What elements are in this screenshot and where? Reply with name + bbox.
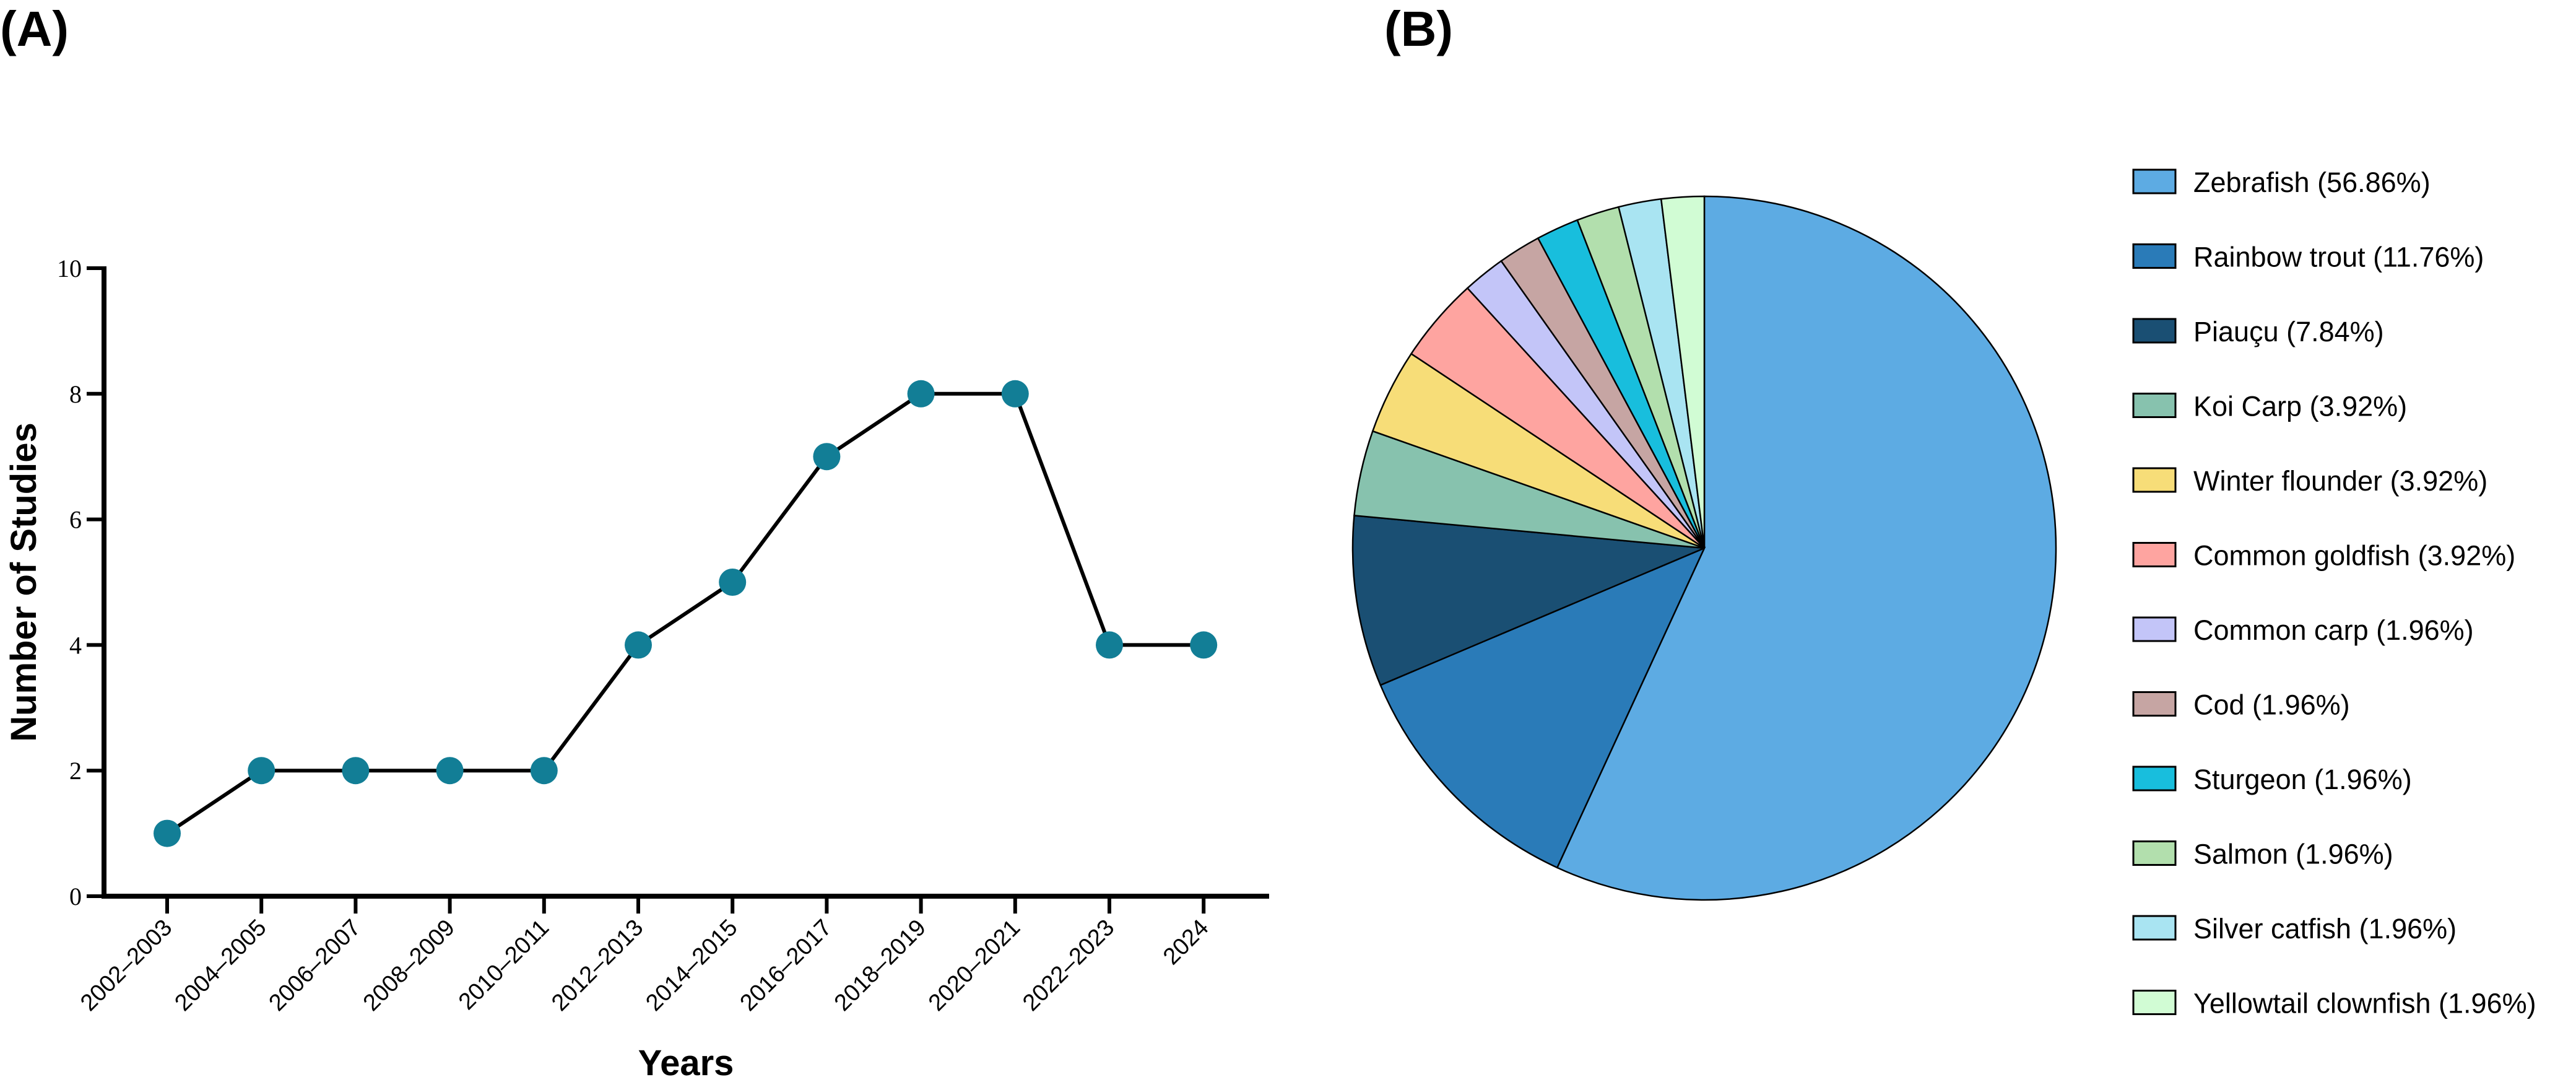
x-tick-label: 2008–2009	[358, 915, 460, 1016]
legend-swatch	[2132, 542, 2177, 567]
legend-label: Piauçu (7.84%)	[2193, 316, 2384, 347]
y-tick-label: 2	[69, 757, 82, 785]
x-tick-label: 2010–2011	[454, 915, 554, 1015]
pie-chart: Zebrafish (56.86%) Rainbow trout (11.76%)…	[1351, 167, 2536, 1019]
data-point	[719, 569, 747, 596]
x-tick-label: 2006–2007	[264, 915, 366, 1016]
x-tick-label: 2016–2017	[735, 915, 837, 1016]
series-line	[166, 391, 1204, 835]
panel-a-label: (A)	[0, 1, 69, 56]
legend-swatch	[2132, 318, 2177, 344]
panel-b-label: (B)	[1384, 1, 1453, 56]
legend-swatch	[2132, 168, 2177, 194]
x-axis-ticks: 2002–20032004–20052006–20072008–20092010…	[76, 896, 1214, 1016]
pie-slices	[1351, 195, 2057, 901]
y-axis-ticks: 0 2 4 6 8 10	[57, 255, 104, 910]
y-tick-label: 0	[69, 883, 82, 910]
data-point	[813, 443, 841, 471]
data-point	[154, 819, 181, 847]
legend-label: Zebrafish (56.86%)	[2193, 167, 2431, 198]
data-point	[1001, 380, 1029, 408]
data-point	[436, 757, 464, 785]
pie-slice	[1660, 195, 1706, 549]
x-tick-label: 2012–2013	[547, 915, 648, 1016]
data-points	[154, 380, 1218, 847]
x-tick-label: 2020–2021	[924, 915, 1025, 1016]
x-tick-label: 2024	[1158, 915, 1213, 970]
data-point	[1096, 631, 1123, 659]
line-chart: 0 2 4 6 8 10 2002–20032004–20052006–20072008–…	[4, 255, 1269, 1082]
legend-swatch	[2132, 616, 2177, 642]
y-axis-title: Number of Studies	[4, 422, 44, 742]
x-tick-label: 2004–2005	[170, 915, 271, 1016]
y-tick-label: 8	[69, 380, 82, 408]
legend-swatch	[2132, 840, 2177, 866]
legend-swatch	[2132, 915, 2177, 941]
legend-swatch	[2132, 467, 2177, 493]
y-tick-label: 10	[57, 255, 82, 282]
pie-slice	[1351, 515, 1705, 686]
y-tick-label: 4	[69, 631, 82, 659]
x-tick-label: 2022–2023	[1018, 915, 1119, 1016]
y-tick-label: 6	[69, 506, 82, 534]
pie-legend: Zebrafish (56.86%) Rainbow trout (11.76%)…	[2132, 167, 2536, 1019]
legend-swatch	[2132, 990, 2177, 1015]
legend-swatch	[2132, 243, 2177, 269]
data-point	[530, 757, 558, 785]
legend-label: Yellowtail clownfish (1.96%)	[2193, 988, 2536, 1019]
legend-label: Koi Carp (3.92%)	[2193, 391, 2407, 422]
data-point	[342, 757, 370, 785]
legend-swatch	[2132, 766, 2177, 792]
data-point	[625, 631, 652, 659]
data-point	[1190, 631, 1218, 659]
x-tick-label: 2018–2019	[830, 915, 931, 1016]
x-tick-label: 2002–2003	[76, 915, 177, 1016]
legend-label: Winter flounder (3.92%)	[2193, 465, 2487, 497]
data-point	[248, 757, 275, 785]
pie-slice	[1556, 195, 2057, 901]
legend-label: Salmon (1.96%)	[2193, 839, 2393, 870]
legend-label: Silver catfish (1.96%)	[2193, 913, 2457, 945]
legend-label: Sturgeon (1.96%)	[2193, 764, 2412, 795]
data-point	[907, 380, 935, 408]
pie-slice	[1379, 546, 1706, 869]
legend-label: Common goldfish (3.92%)	[2193, 540, 2515, 572]
x-tick-label: 2014–2015	[641, 915, 742, 1016]
legend-swatch	[2132, 393, 2177, 418]
legend-swatch	[2132, 691, 2177, 717]
legend-label: Cod (1.96%)	[2193, 689, 2350, 721]
legend-label: Common carp (1.96%)	[2193, 614, 2474, 646]
x-axis-title: Years	[638, 1043, 734, 1082]
legend-label: Rainbow trout (11.76%)	[2193, 242, 2484, 273]
